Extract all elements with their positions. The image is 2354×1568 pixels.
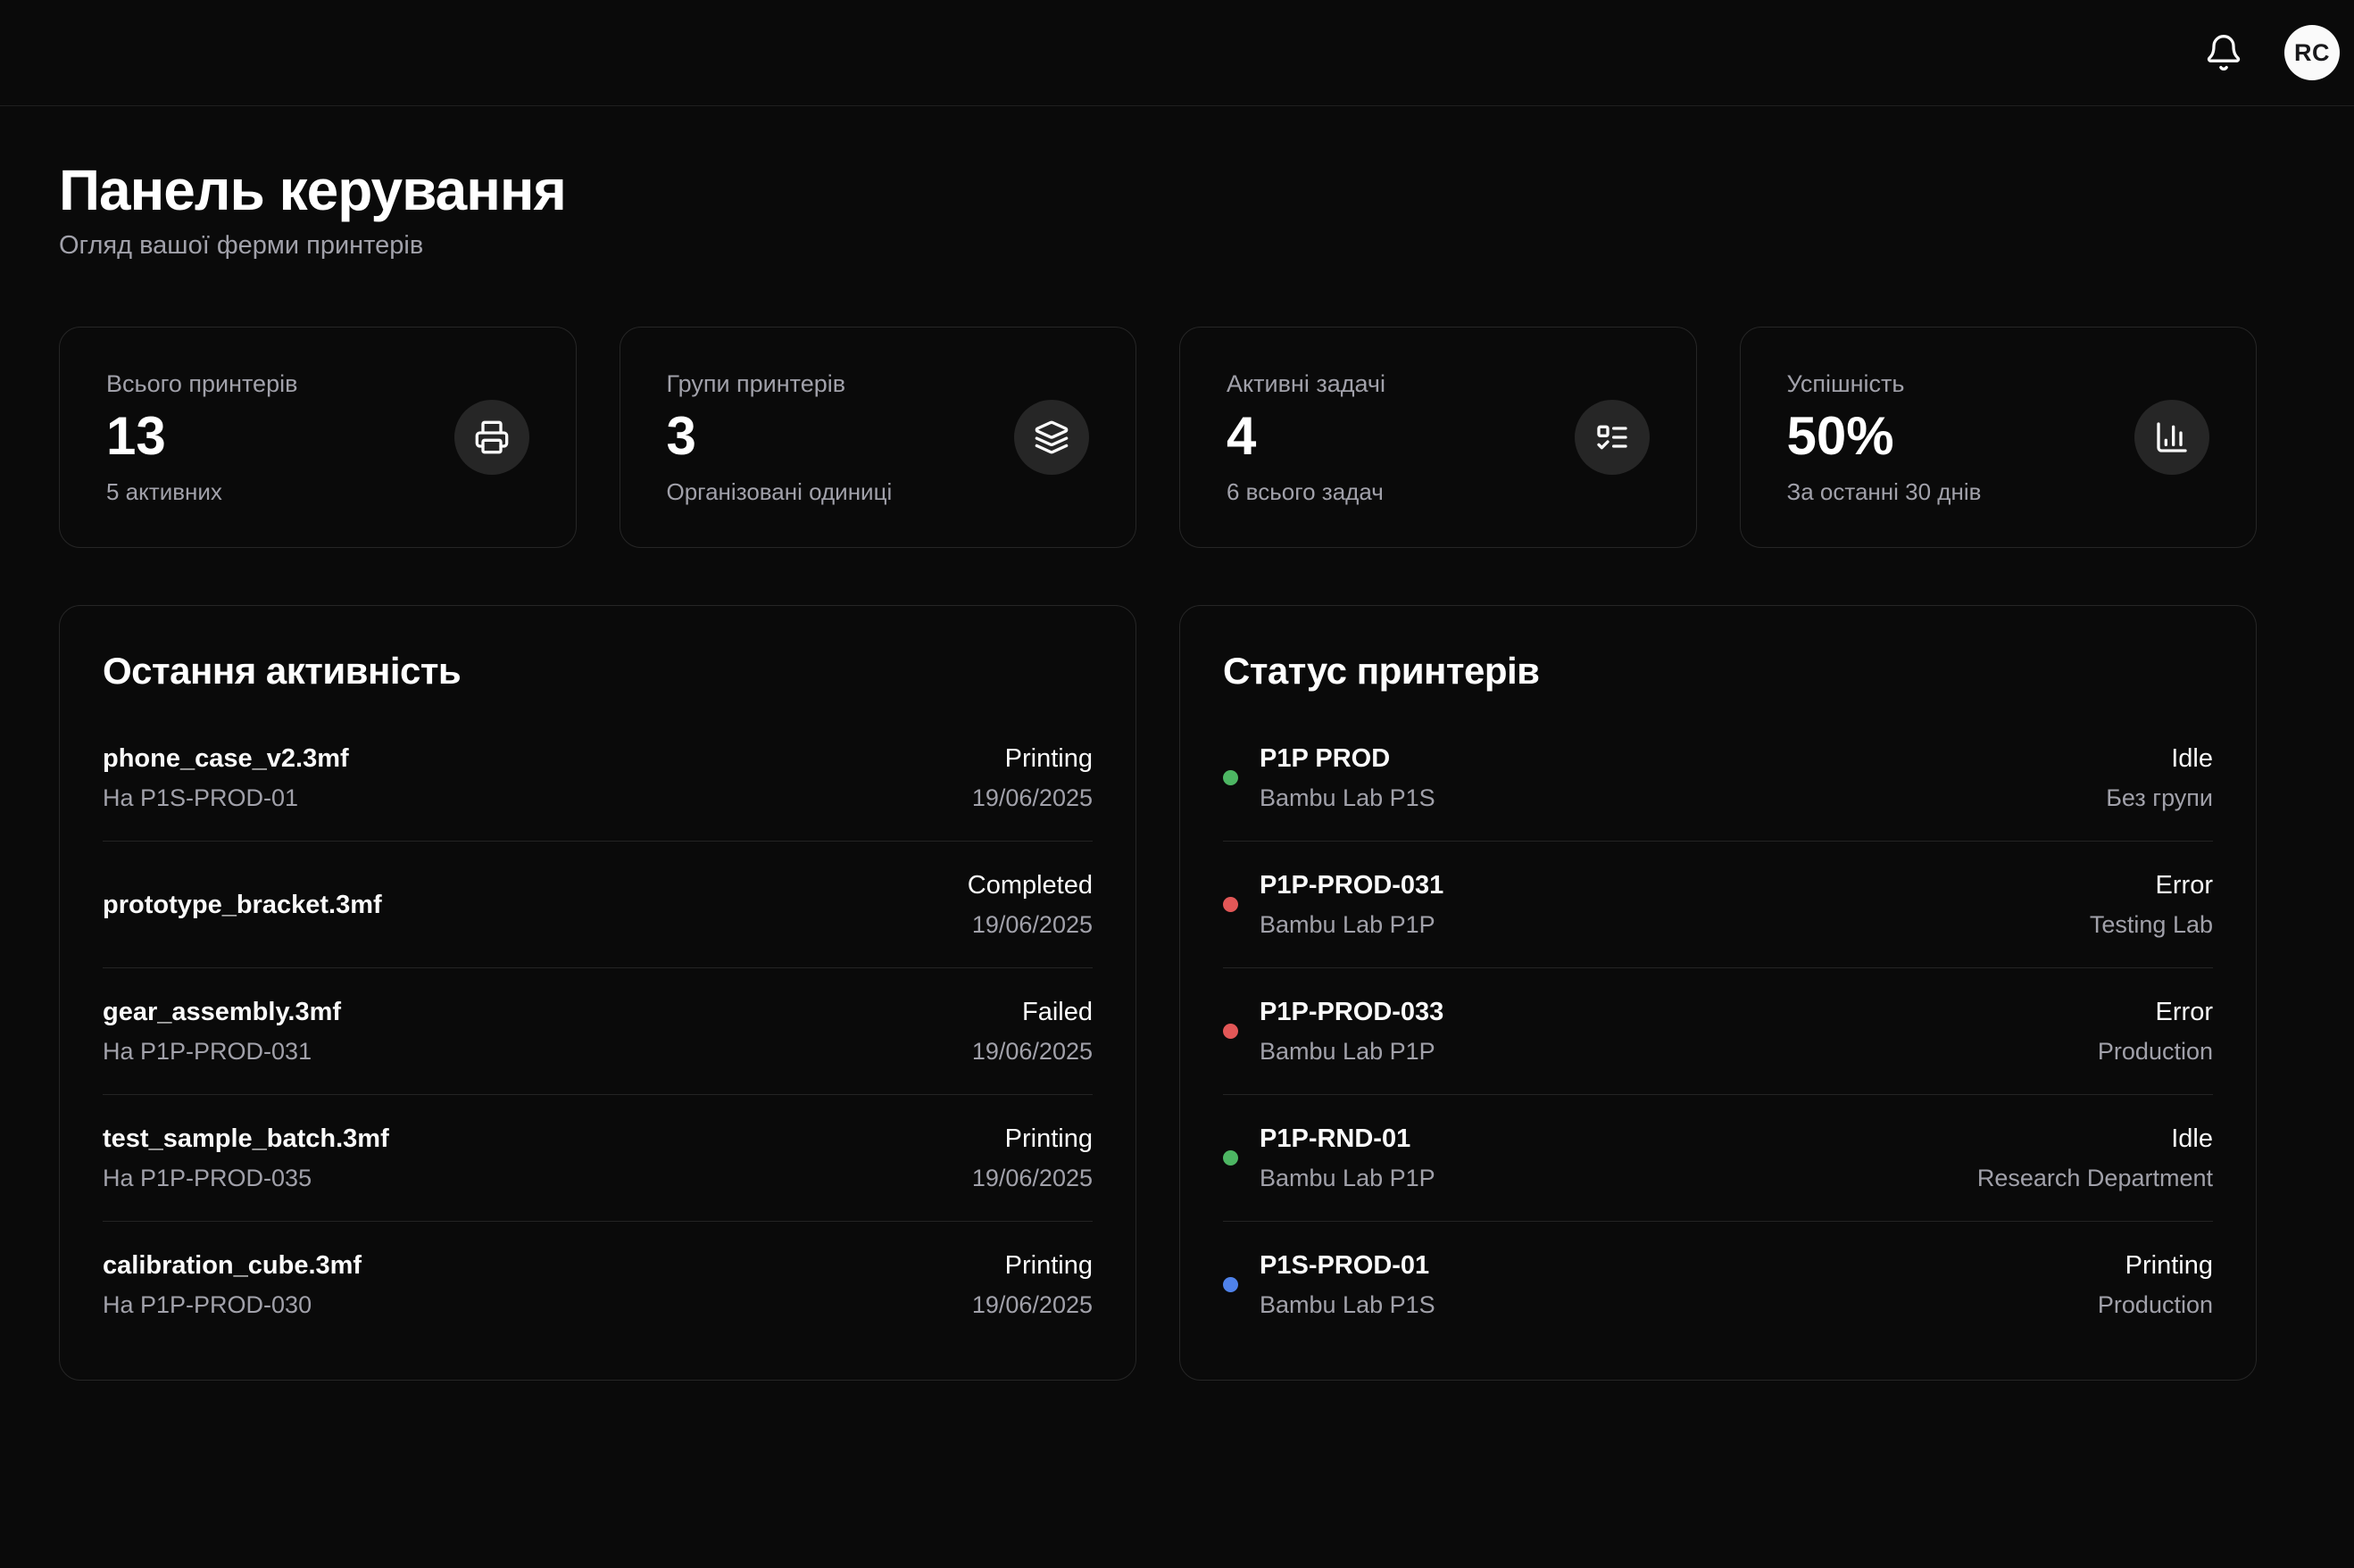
page-subtitle: Огляд вашої ферми принтерів xyxy=(59,230,424,260)
printer-status-dot-icon xyxy=(1223,897,1238,913)
stat-label: Успішність xyxy=(1786,369,1905,397)
main-content: Панель керування Огляд вашої ферми принт… xyxy=(0,106,2257,1381)
job-status: Printing xyxy=(1004,1124,1093,1154)
printer-model: Bambu Lab P1S xyxy=(1260,1290,1435,1318)
printer-status: Printing xyxy=(2125,1251,2213,1281)
stat-sub: За останні 30 днів xyxy=(1786,477,1982,505)
job-status: Failed xyxy=(1022,998,1093,1027)
printer-group: Testing Lab xyxy=(2089,910,2213,938)
stat-label: Всього принтерів xyxy=(106,369,298,397)
printer-status-dot-icon xyxy=(1223,1277,1238,1293)
printer-status: Idle xyxy=(2171,744,2213,774)
file-target: На P1P-PROD-035 xyxy=(103,1164,312,1191)
job-status: Completed xyxy=(967,871,1093,900)
file-target: На P1P-PROD-031 xyxy=(103,1037,312,1065)
printer-group: Без групи xyxy=(2106,784,2213,811)
printer-model: Bambu Lab P1P xyxy=(1260,910,1435,938)
recent-activity-panel: Остання активність phone_case_v2.3mf На … xyxy=(59,605,1136,1381)
printer-model: Bambu Lab P1S xyxy=(1260,784,1435,811)
activity-row: gear_assembly.3mf На P1P-PROD-031 Failed… xyxy=(103,967,1093,1094)
job-status: Printing xyxy=(1004,744,1093,774)
printer-status-dot-icon xyxy=(1223,1024,1238,1040)
stat-card: Активні задачі 4 6 всього задач xyxy=(1179,327,1697,549)
printer-row: P1P-PROD-031 Bambu Lab P1P Error Testing… xyxy=(1223,841,2213,967)
activity-list: phone_case_v2.3mf На P1S-PROD-01 Printin… xyxy=(103,715,1093,1348)
printer-status: Idle xyxy=(2171,1124,2213,1154)
top-bar: RC xyxy=(0,0,2354,106)
job-date: 19/06/2025 xyxy=(971,1290,1093,1318)
printer-list: P1P PROD Bambu Lab P1S Idle Без групи P1… xyxy=(1223,715,2213,1348)
printer-status-dot-icon xyxy=(1223,770,1238,786)
stat-value: 13 xyxy=(106,405,166,466)
printer-row: P1P PROD Bambu Lab P1S Idle Без групи xyxy=(1223,715,2213,841)
page-title: Панель керування xyxy=(59,158,567,222)
file-name: prototype_bracket.3mf xyxy=(103,890,382,919)
stat-icon-circle xyxy=(2134,400,2209,476)
stat-icon-circle xyxy=(453,400,529,476)
printer-status-panel: Статус принтерів P1P PROD Bambu Lab P1S … xyxy=(1179,605,2257,1381)
printer-status-title: Статус принтерів xyxy=(1223,650,1540,693)
stats-grid: Всього принтерів 13 5 активних Групи при… xyxy=(59,327,2257,549)
task-list-icon xyxy=(1596,425,1627,450)
stat-label: Активні задачі xyxy=(1227,369,1385,397)
stat-card: Успішність 50% За останні 30 днів xyxy=(1739,327,2257,549)
stat-value: 3 xyxy=(666,405,696,466)
bell-icon xyxy=(2207,35,2241,71)
activity-row: calibration_cube.3mf На P1P-PROD-030 Pri… xyxy=(103,1221,1093,1348)
recent-activity-title: Остання активність xyxy=(103,650,462,693)
file-name: gear_assembly.3mf xyxy=(103,998,342,1027)
printer-group: Production xyxy=(2097,1290,2213,1318)
job-date: 19/06/2025 xyxy=(971,910,1093,938)
activity-row: test_sample_batch.3mf На P1P-PROD-035 Pr… xyxy=(103,1094,1093,1221)
printer-name: P1P-PROD-031 xyxy=(1260,871,1444,900)
printer-name: P1S-PROD-01 xyxy=(1260,1251,1430,1281)
job-date: 19/06/2025 xyxy=(971,784,1093,811)
printer-group: Research Department xyxy=(1976,1164,2213,1191)
stat-value: 4 xyxy=(1227,405,1257,466)
printer-status: Error xyxy=(2155,871,2213,900)
printer-row: P1P-PROD-033 Bambu Lab P1P Error Product… xyxy=(1223,967,2213,1094)
file-name: calibration_cube.3mf xyxy=(103,1251,362,1281)
printer-model: Bambu Lab P1P xyxy=(1260,1037,1435,1065)
job-date: 19/06/2025 xyxy=(971,1037,1093,1065)
panels-grid: Остання активність phone_case_v2.3mf На … xyxy=(59,605,2257,1381)
printer-name: P1P-PROD-033 xyxy=(1260,998,1444,1027)
stat-card: Групи принтерів 3 Організовані одиниці xyxy=(619,327,1136,549)
layers-icon xyxy=(1035,420,1069,454)
printer-row: P1P-RND-01 Bambu Lab P1P Idle Research D… xyxy=(1223,1094,2213,1221)
file-target: На P1P-PROD-030 xyxy=(103,1290,312,1318)
printer-row: P1S-PROD-01 Bambu Lab P1S Printing Produ… xyxy=(1223,1221,2213,1348)
printer-model: Bambu Lab P1P xyxy=(1260,1164,1435,1191)
printer-group: Production xyxy=(2097,1037,2213,1065)
stat-label: Групи принтерів xyxy=(666,369,846,397)
file-name: test_sample_batch.3mf xyxy=(103,1124,389,1154)
stat-value: 50% xyxy=(1786,405,1894,466)
printer-name: P1P PROD xyxy=(1260,744,1391,774)
file-target: На P1S-PROD-01 xyxy=(103,784,299,811)
printer-icon xyxy=(475,420,508,454)
bar-chart-icon xyxy=(2157,422,2187,452)
stat-sub: Організовані одиниці xyxy=(666,477,893,505)
printer-status: Error xyxy=(2155,998,2213,1027)
printer-name: P1P-RND-01 xyxy=(1260,1124,1411,1154)
stat-icon-circle xyxy=(1574,400,1650,476)
file-name: phone_case_v2.3mf xyxy=(103,744,349,774)
job-date: 19/06/2025 xyxy=(971,1164,1093,1191)
stat-icon-circle xyxy=(1014,400,1089,476)
avatar[interactable]: RC xyxy=(2284,25,2340,80)
activity-row: phone_case_v2.3mf На P1S-PROD-01 Printin… xyxy=(103,715,1093,841)
stat-card: Всього принтерів 13 5 активних xyxy=(59,327,577,549)
activity-row: prototype_bracket.3mf Completed 19/06/20… xyxy=(103,841,1093,967)
notifications-button[interactable] xyxy=(2204,33,2243,72)
job-status: Printing xyxy=(1004,1251,1093,1281)
stat-sub: 6 всього задач xyxy=(1227,477,1384,505)
printer-status-dot-icon xyxy=(1223,1150,1238,1166)
stat-sub: 5 активних xyxy=(106,477,222,505)
